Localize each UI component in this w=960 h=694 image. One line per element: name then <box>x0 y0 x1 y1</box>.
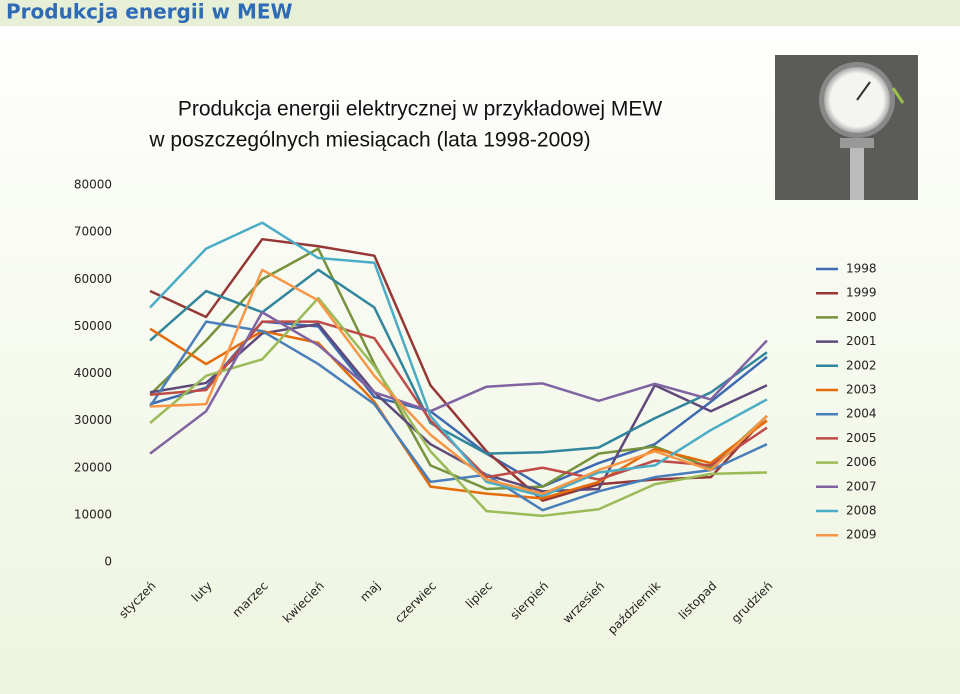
legend-label: 2005 <box>846 431 877 445</box>
y-tick-label: 20000 <box>74 460 112 474</box>
series-line <box>149 268 768 455</box>
legend-label: 2003 <box>846 383 877 397</box>
y-tick-label: 80000 <box>74 178 112 192</box>
y-tick-label: 70000 <box>74 225 112 239</box>
chart-title: Produkcja energii elektrycznej w przykła… <box>178 98 663 121</box>
y-tick-label: 10000 <box>74 507 112 521</box>
series-line <box>149 268 768 495</box>
series-line <box>149 221 768 498</box>
header-bar <box>0 0 960 26</box>
series-line <box>149 322 768 493</box>
series-line <box>149 296 767 518</box>
chart-title: w poszczególnych miesiącach (lata 1998-2… <box>148 129 590 152</box>
gauge-photo <box>775 55 918 200</box>
y-tick-label: 50000 <box>74 319 112 333</box>
y-tick-label: 30000 <box>74 413 112 427</box>
legend-label: 2000 <box>846 310 877 324</box>
y-tick-label: 60000 <box>74 272 112 286</box>
legend-label: 2008 <box>846 504 877 518</box>
series-line <box>149 327 768 500</box>
series-line <box>149 310 768 455</box>
legend-label: 1998 <box>846 262 877 276</box>
legend-label: 2007 <box>846 479 877 493</box>
legend-label: 2009 <box>846 528 877 542</box>
y-tick-label: 0 <box>104 555 112 569</box>
legend-label: 2006 <box>846 455 877 469</box>
legend-label: 2004 <box>846 407 877 421</box>
legend-label: 2002 <box>846 358 877 372</box>
legend-label: 2001 <box>846 334 877 348</box>
series-line <box>149 237 768 502</box>
slide-title: Produkcja energii w MEW <box>6 0 293 24</box>
legend-label: 1999 <box>846 286 877 300</box>
y-tick-label: 40000 <box>74 366 112 380</box>
